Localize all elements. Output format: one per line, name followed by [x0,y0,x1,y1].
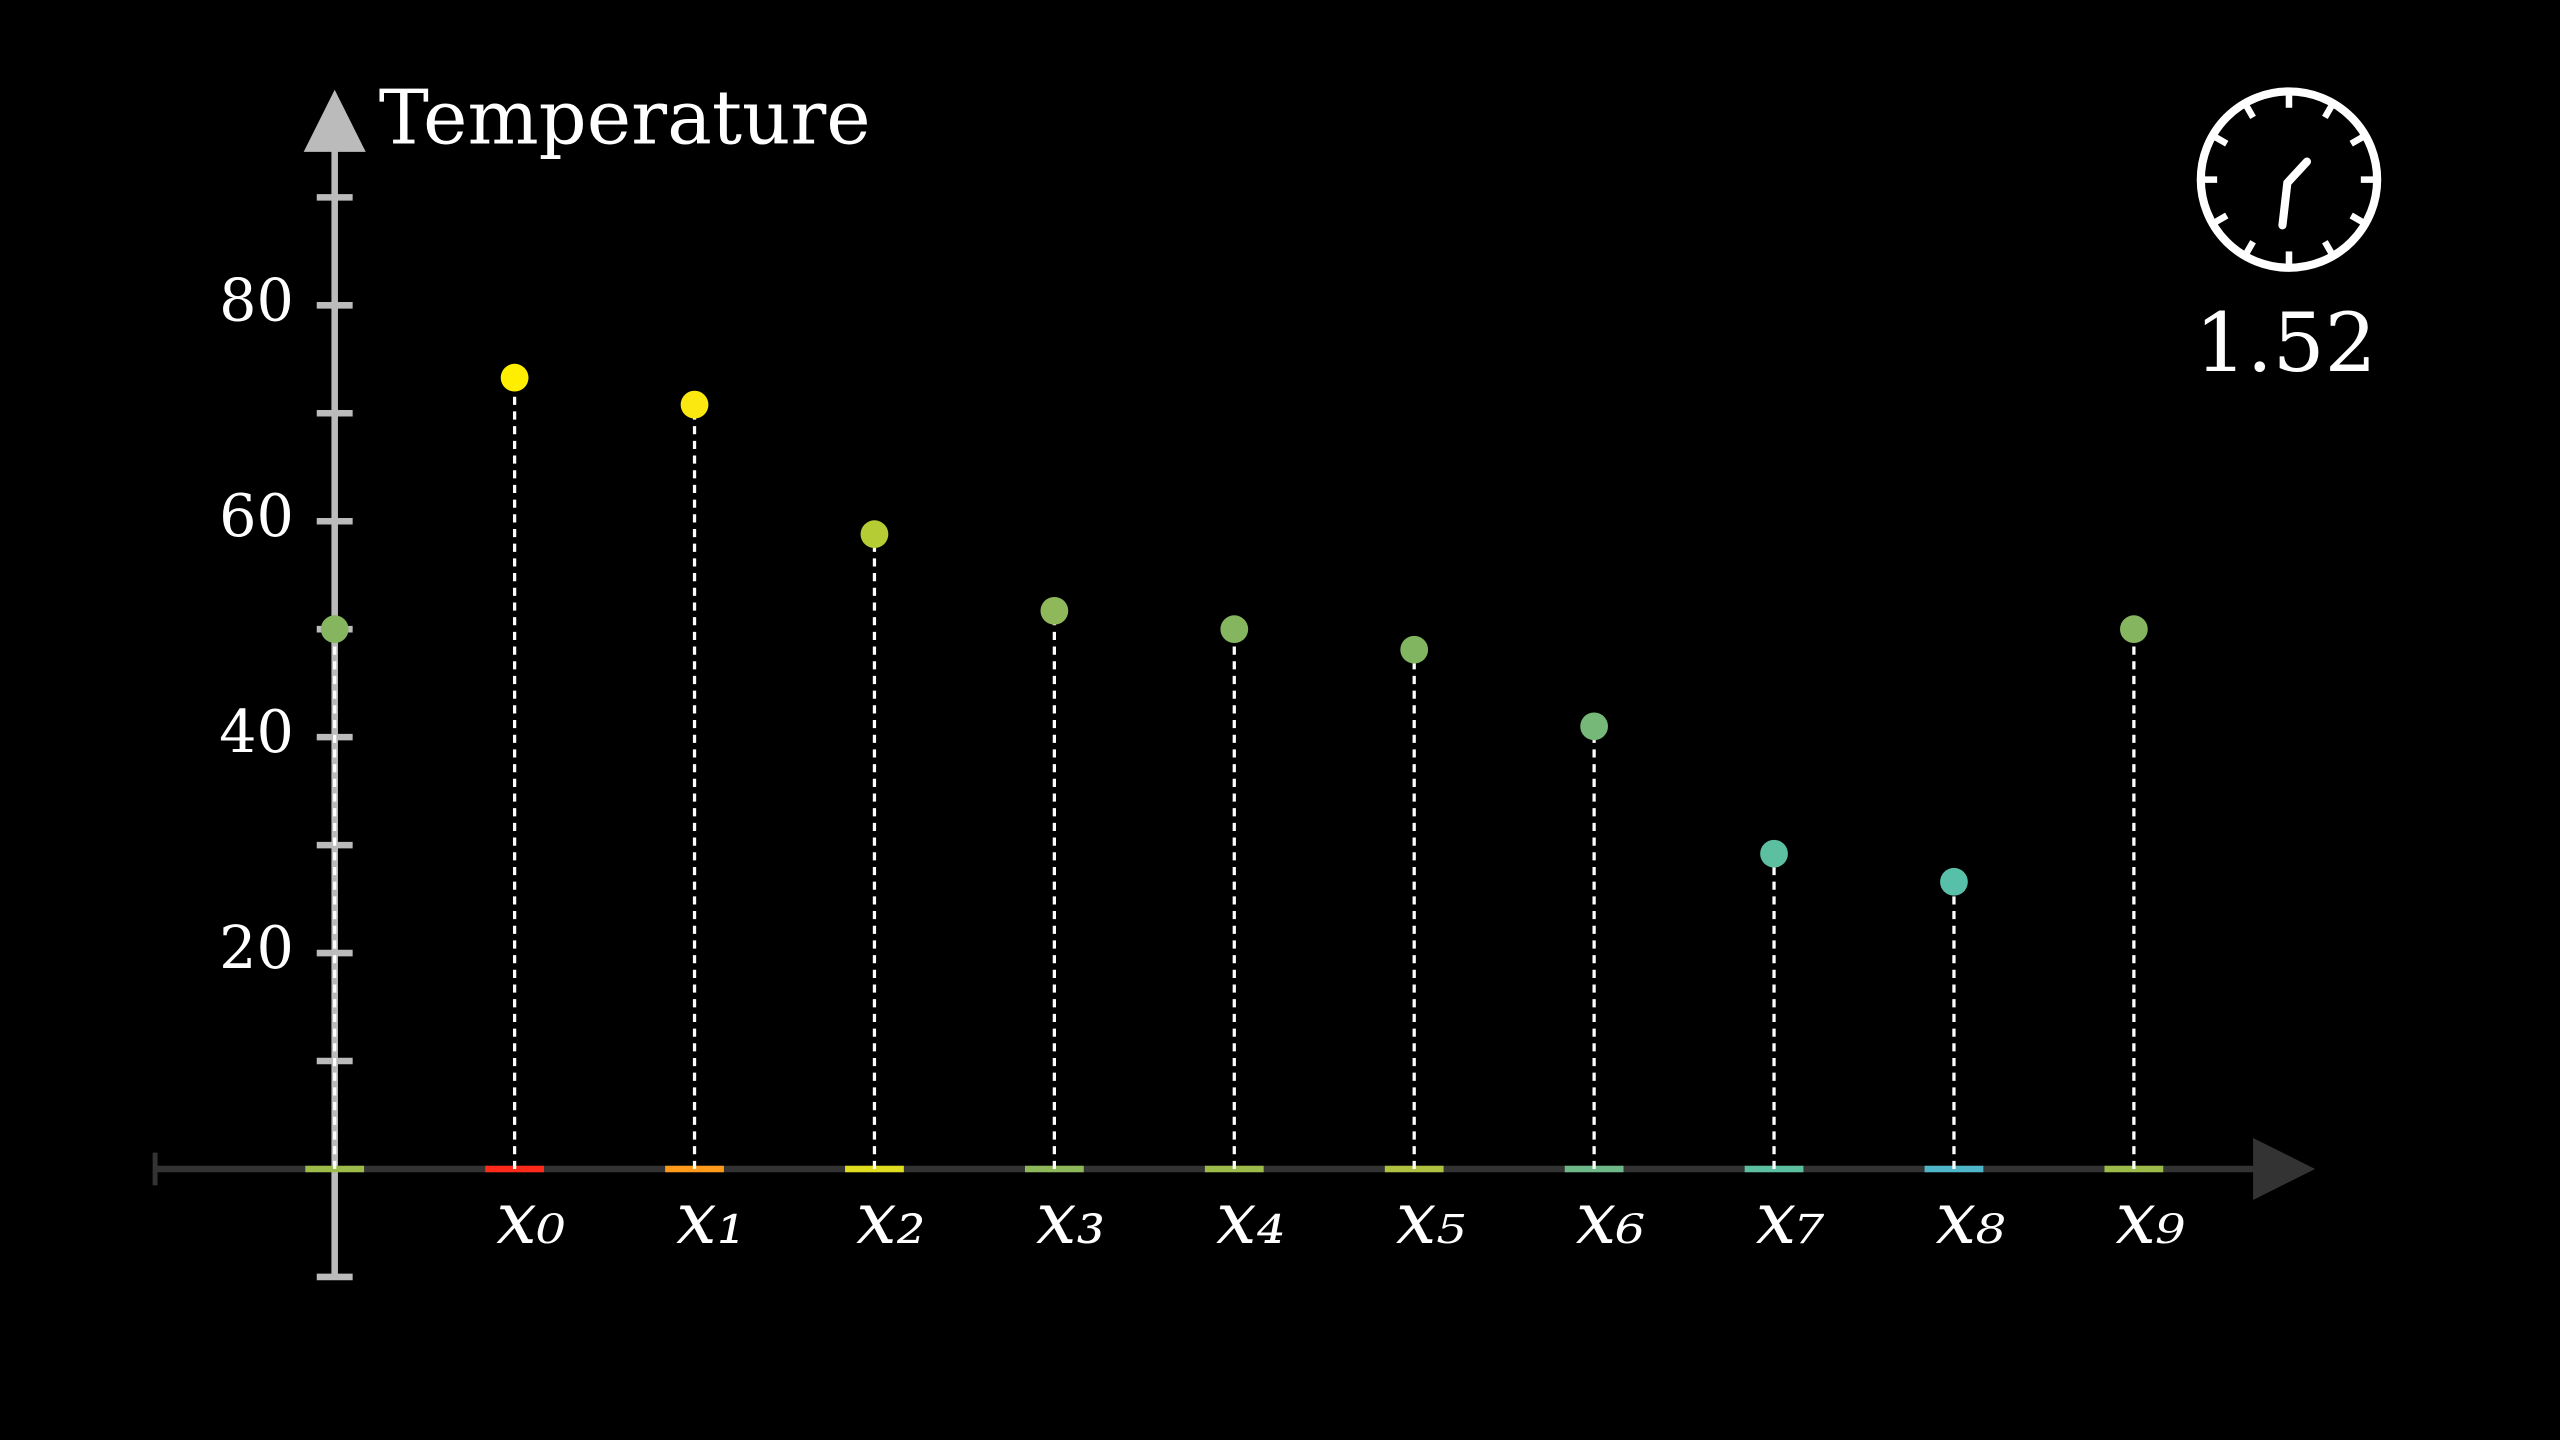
point [2120,615,2148,644]
clock-tick [2349,132,2367,147]
point [1040,596,1069,625]
clock-tick [2210,212,2229,227]
point [500,363,529,392]
y-axis-arrow [303,89,366,152]
clock-time: 1.52 [2195,296,2377,391]
y-tick-label: 60 [219,481,294,550]
point [1760,839,1788,868]
clock-tick [2322,101,2336,120]
point [860,520,889,549]
point [1220,615,1249,644]
clock-tick [2210,132,2229,147]
point [320,615,349,644]
clock-tick [2349,212,2367,227]
y-tick-label: 80 [219,265,294,334]
x-tick-label: x₄ [1216,1176,1285,1260]
x-tick-label: x₉ [2116,1176,2186,1260]
clock-icon [2196,87,2382,272]
x-tick-label: x₇ [1756,1176,1825,1260]
x-tick-label: x₈ [1936,1176,2006,1260]
x-tick-label: x₃ [1036,1176,1105,1260]
x-tick-label: x₀ [496,1176,565,1260]
x-axis-arrow [2253,1137,2316,1200]
y-tick-label: 40 [219,697,294,766]
point [1400,635,1429,664]
x-tick-label: x₁ [676,1176,745,1260]
y-axis-label: Temperature [379,74,871,162]
clock-tick [2242,240,2256,258]
x-tick-label: x₆ [1576,1176,1645,1260]
y-tick-label: 20 [219,913,294,982]
x-tick-label: x₅ [1396,1176,1465,1260]
point [1940,867,1968,896]
clock-tick [2322,240,2336,258]
point [1580,712,1608,741]
clock-tick [2242,101,2256,120]
x-tick-label: x₂ [856,1176,925,1260]
point [680,390,709,419]
